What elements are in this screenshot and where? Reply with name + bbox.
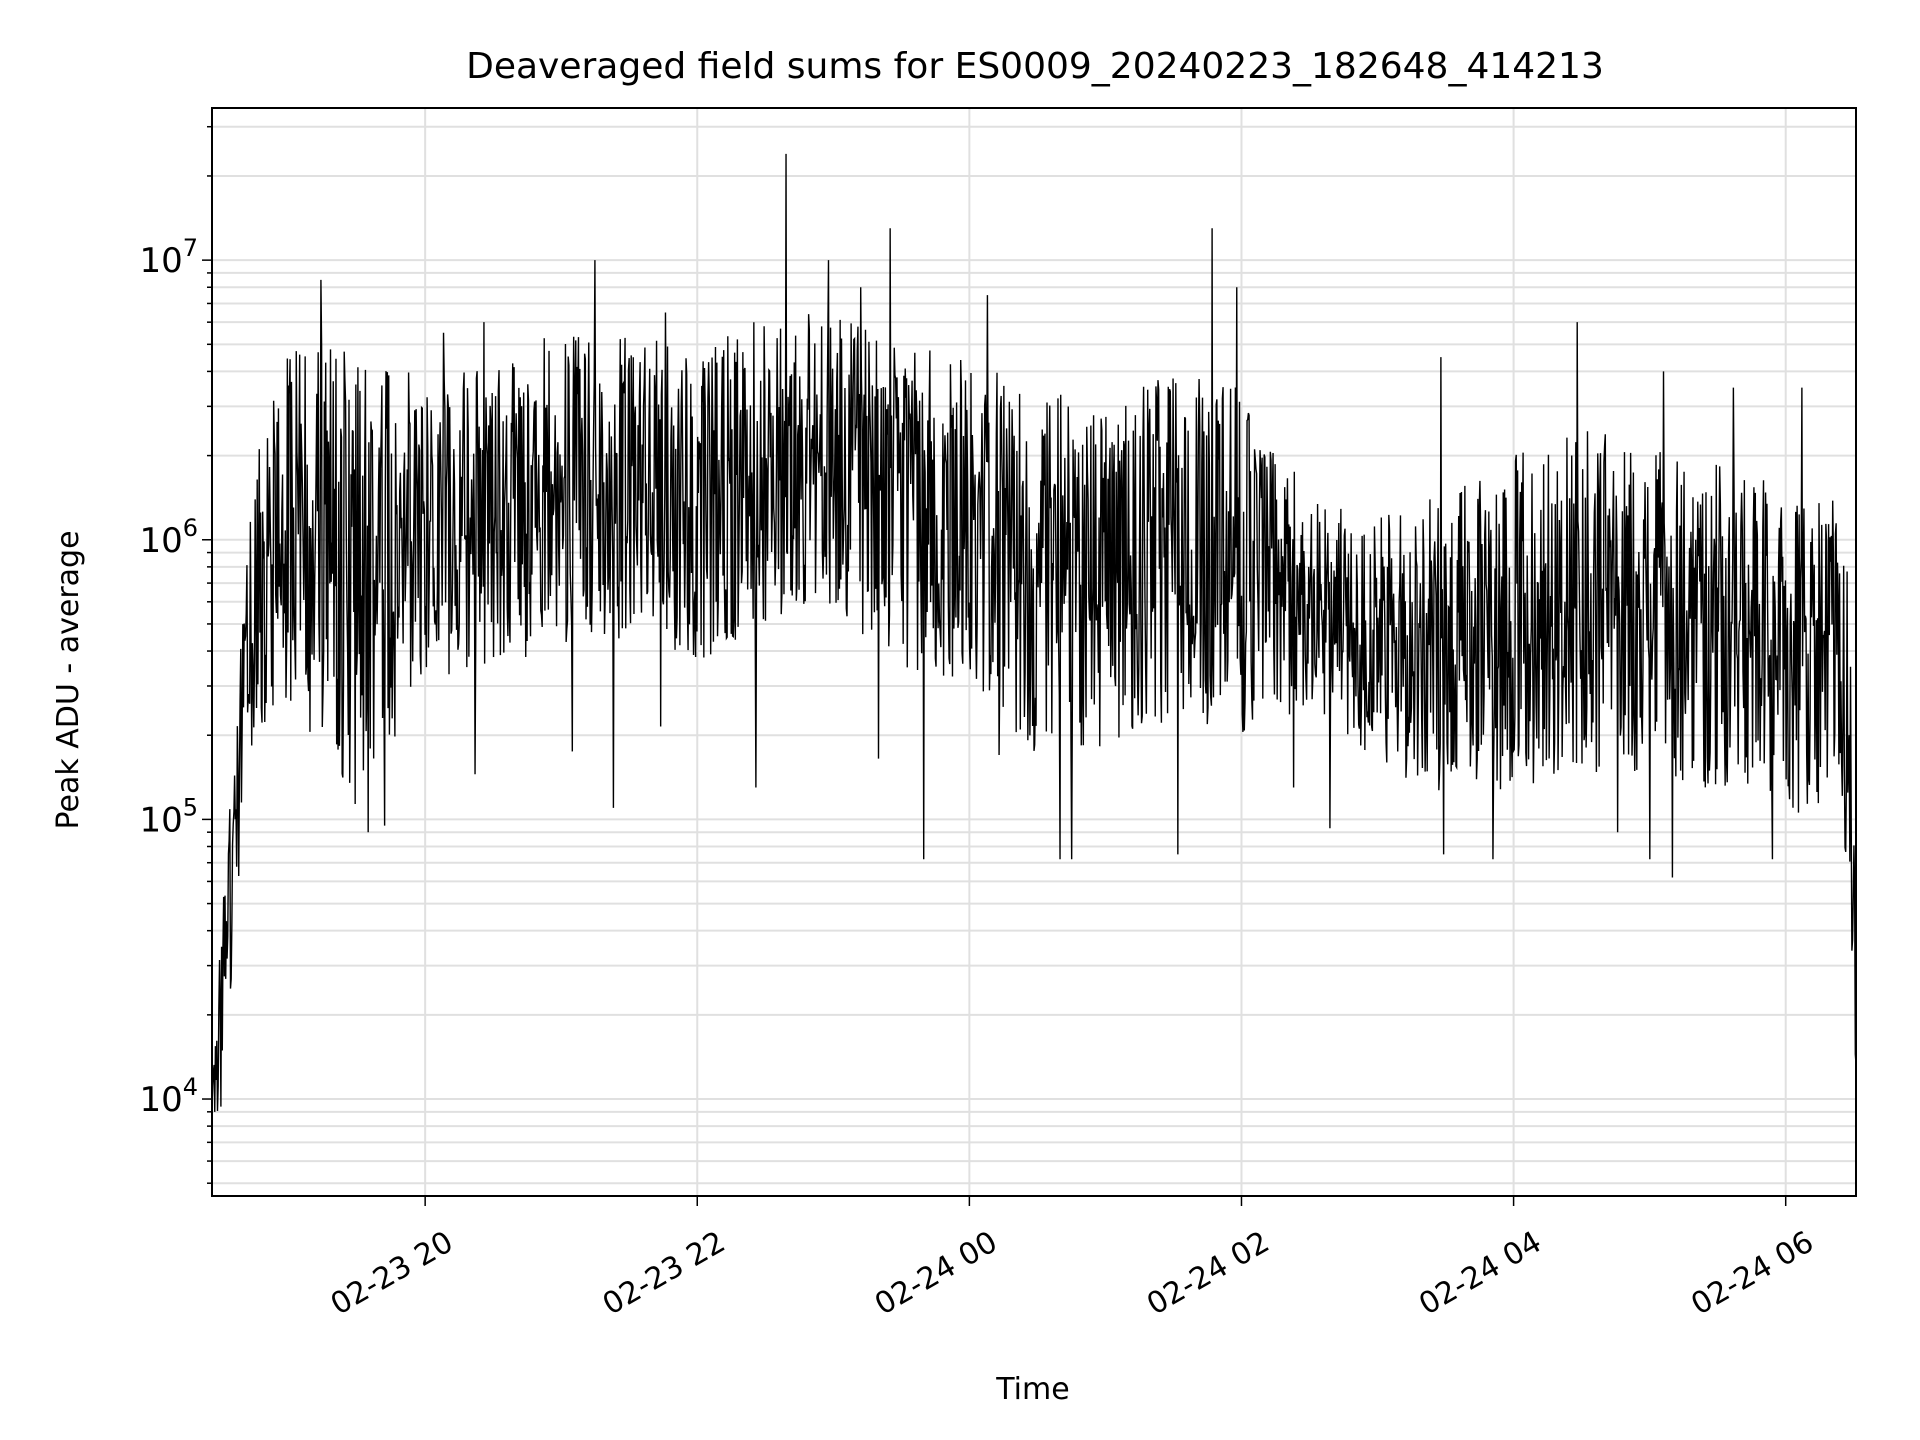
- chart-title: Deaveraged field sums for ES0009_2024022…: [466, 46, 1604, 87]
- x-axis-label: Time: [995, 1372, 1069, 1407]
- y-tick-label: 107: [139, 234, 198, 281]
- series-path: [211, 153, 1857, 1112]
- series-line: [211, 153, 1857, 1112]
- plot-frame: [211, 107, 1857, 1197]
- y-axis-label: Peak ADU - average: [51, 530, 86, 829]
